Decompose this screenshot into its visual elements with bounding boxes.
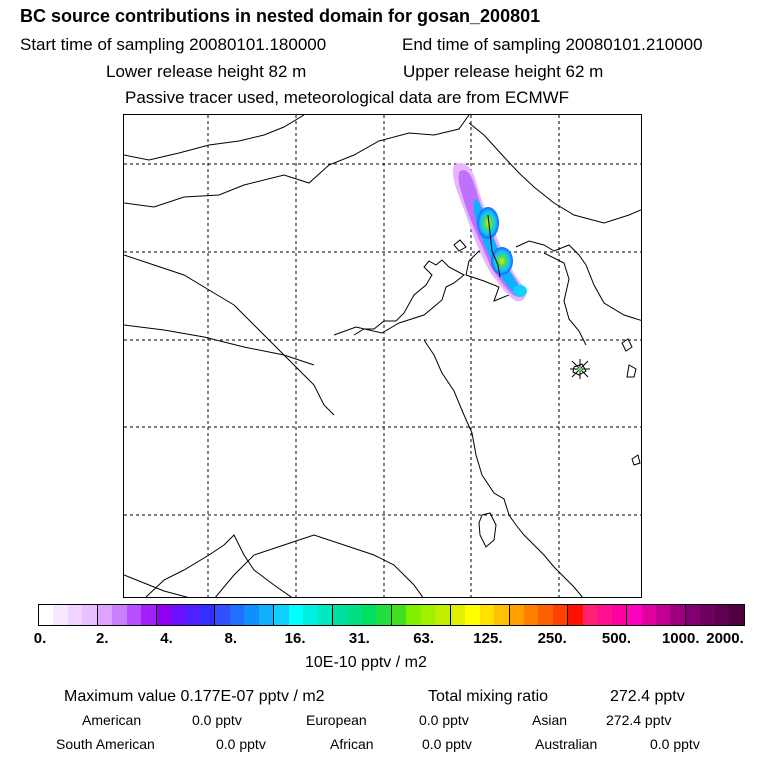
color-scale-segment <box>420 605 436 625</box>
maximum-value: Maximum value 0.177E-07 pptv / m2 <box>64 688 325 705</box>
color-scale-tick-label: 2. <box>96 630 109 647</box>
color-scale-segment <box>333 605 348 625</box>
color-scale-segment <box>376 605 392 625</box>
color-scale-tick-label: 0. <box>33 630 47 647</box>
color-scale-segment <box>229 605 245 625</box>
european-label: European <box>306 712 367 728</box>
australian-value: 0.0 pptv <box>650 736 700 752</box>
color-scale-segment <box>97 605 113 625</box>
color-scale-segment <box>714 605 730 625</box>
map-panel <box>123 114 642 598</box>
color-scale-segment <box>258 605 275 625</box>
color-scale-segment <box>509 605 524 625</box>
coastlines <box>124 115 641 597</box>
color-scale-tick-label: 4. <box>160 630 173 647</box>
color-scale-segment <box>465 605 480 625</box>
receptor-star-icon <box>570 359 590 379</box>
plot-title: BC source contributions in nested domain… <box>20 6 541 26</box>
color-scale-tick-label: 16. <box>284 630 306 647</box>
color-scale-segment <box>391 605 407 625</box>
color-scale-segment <box>39 605 54 625</box>
color-scale-segment <box>685 605 701 625</box>
color-scale-tick-label: 2000. <box>706 630 744 647</box>
upper-release-label: Upper release height 62 m <box>403 62 604 81</box>
color-scale-segment <box>656 605 671 625</box>
european-value: 0.0 pptv <box>419 712 469 728</box>
color-scale-bar <box>38 604 745 626</box>
color-scale-segment <box>361 605 377 625</box>
color-scale-segment <box>406 605 421 625</box>
color-scale-segment <box>700 605 715 625</box>
color-scale-segment <box>288 605 304 625</box>
total-mixing-value: 272.4 pptv <box>610 688 685 705</box>
color-scale-segment <box>494 605 510 625</box>
color-scale-segment <box>479 605 495 625</box>
asian-value: 272.4 pptv <box>606 712 672 728</box>
start-time-label: Start time of sampling 20080101.180000 <box>20 35 327 54</box>
american-value: 0.0 pptv <box>192 712 242 728</box>
color-scale-tick-label: 1000. <box>661 630 700 647</box>
color-scale-segment <box>347 605 362 625</box>
color-scale-segment <box>185 605 200 625</box>
african-label: African <box>330 736 374 752</box>
color-scale-segment <box>641 605 657 625</box>
tracer-note: Passive tracer used, meteorological data… <box>125 88 570 107</box>
color-scale-segment <box>171 605 186 625</box>
color-scale-segment <box>670 605 686 625</box>
color-scale-units: 10E-10 pptv / m2 <box>305 654 427 671</box>
color-scale-segment <box>611 605 628 625</box>
color-scale-segment <box>627 605 642 625</box>
color-scale-segment <box>582 605 598 625</box>
south-american-value: 0.0 pptv <box>216 736 266 752</box>
color-scale-segment <box>729 605 744 625</box>
african-value: 0.0 pptv <box>422 736 472 752</box>
american-label: American <box>82 712 142 728</box>
color-scale-segment <box>215 605 230 625</box>
color-scale-segment <box>552 605 569 625</box>
end-time-label: End time of sampling 20080101.210000 <box>402 35 703 54</box>
color-scale-segment <box>199 605 216 625</box>
color-scale-segment <box>435 605 451 625</box>
color-scale-tick-label: 8. <box>224 630 238 647</box>
color-scale-segment <box>82 605 98 625</box>
color-scale-segment <box>538 605 553 625</box>
south-american-label: South American <box>56 736 155 752</box>
asian-label: Asian <box>532 712 568 728</box>
color-scale-segment <box>523 605 539 625</box>
color-scale-tick-label: 31. <box>348 630 370 647</box>
color-scale-segment <box>53 605 68 625</box>
color-scale-segment <box>112 605 127 625</box>
color-scale-segment <box>126 605 142 625</box>
color-scale-segment <box>156 605 172 625</box>
color-scale-segment <box>244 605 259 625</box>
color-scale-tick-label: 63. <box>413 630 435 647</box>
total-mixing-label: Total mixing ratio <box>428 688 549 705</box>
lower-release-label: Lower release height 82 m <box>106 62 307 81</box>
color-scale-segment <box>303 605 318 625</box>
color-scale-tick-label: 250. <box>537 630 567 647</box>
color-scale-segment <box>141 605 157 625</box>
australian-label: Australian <box>535 736 598 752</box>
color-scale-segment <box>67 605 83 625</box>
graticule <box>124 115 641 597</box>
color-scale-segment <box>450 605 466 625</box>
color-scale-segment <box>274 605 289 625</box>
color-scale-segment <box>568 605 583 625</box>
concentration-plume <box>453 162 527 302</box>
color-scale-segment <box>317 605 334 625</box>
color-scale-tick-label: 125. <box>473 630 503 647</box>
color-scale-segment <box>597 605 612 625</box>
map-canvas <box>124 115 641 597</box>
color-scale-tick-label: 500. <box>601 630 632 647</box>
